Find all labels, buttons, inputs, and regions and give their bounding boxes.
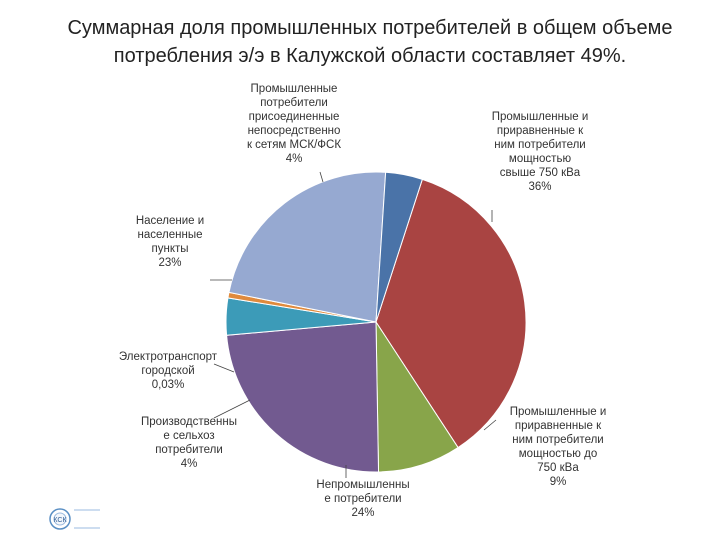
slice-label: Промышленные и приравненные к ним потреб… [509,406,607,488]
slice-label: Население и населенные пункты 23% [135,215,205,269]
slice-label: Промышленные потребители присоединенные … [246,83,342,165]
leader-line [483,419,497,431]
pie-slice [226,321,380,473]
leader-line [213,399,251,419]
slice-label: Электротранспорт городской 0,03% [118,351,218,391]
leader-line [213,363,235,373]
pie-slice [375,171,423,323]
pie-slice [375,178,527,449]
leader-line [319,171,324,183]
company-logo: КСК [49,508,100,530]
svg-text:КСК: КСК [53,517,67,524]
pie-slice [375,320,459,473]
slice-label: Непромышленны е потребители 24% [316,479,410,519]
slice-label: Производственны е сельхоз потребители 4% [141,416,237,470]
slice-label: Промышленные и приравненные к ним потреб… [491,111,589,193]
pie-slice [228,171,387,323]
chart-title: Суммарная доля промышленных потребителей… [67,17,673,67]
